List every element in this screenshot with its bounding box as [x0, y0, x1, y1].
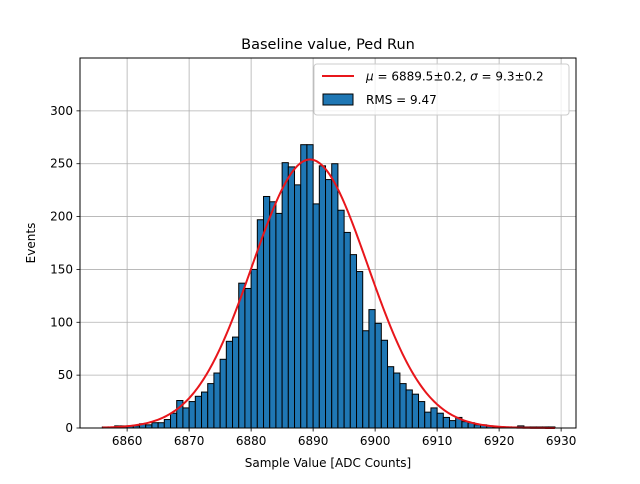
x-tick-label: 6910 — [422, 434, 453, 448]
histogram-bar — [219, 358, 227, 429]
histogram-bar — [349, 254, 358, 429]
y-tick-label: 50 — [58, 368, 73, 382]
histogram-bar — [380, 339, 389, 429]
x-tick-label: 6880 — [236, 434, 267, 448]
histogram-bar — [201, 391, 209, 429]
y-tick-label: 200 — [50, 210, 73, 224]
x-tick-label: 6890 — [298, 434, 329, 448]
histogram-bar — [182, 407, 190, 429]
legend-fit-label: μ = 6889.5±0.2, σ = 9.3±0.2 — [365, 70, 544, 84]
histogram-bar — [424, 411, 432, 429]
histogram-bar — [188, 401, 196, 429]
histogram-bar — [294, 184, 302, 429]
y-tick-label: 250 — [50, 157, 73, 171]
histogram-bar — [387, 366, 395, 429]
histogram-bar — [368, 309, 376, 429]
histogram-bar — [281, 162, 289, 429]
histogram-bar — [287, 166, 296, 429]
y-axis-label: Events — [24, 223, 38, 264]
histogram-bar — [331, 163, 339, 429]
histogram-bar — [436, 412, 444, 429]
y-tick-label: 300 — [50, 104, 73, 118]
x-axis-ticks: 6860 6870 6880 6890 6900 6910 6920 6930 — [112, 428, 577, 448]
histogram-bar — [213, 372, 221, 429]
histogram-bar — [374, 322, 382, 429]
histogram-bar — [337, 209, 345, 429]
y-tick-label: 100 — [50, 315, 73, 329]
histogram-bar — [325, 179, 333, 429]
histogram-bar — [356, 271, 364, 429]
legend-mu-symbol: μ — [365, 70, 374, 84]
histogram-bar — [405, 389, 413, 429]
legend-sigma-value: = 9.3±0.2 — [478, 70, 544, 84]
histogram-bar — [418, 401, 426, 429]
histogram-bar — [238, 282, 246, 429]
x-axis-label: Sample Value [ADC Counts] — [245, 456, 411, 470]
histogram-bar — [207, 383, 215, 429]
legend: μ = 6889.5±0.2, σ = 9.3±0.2 RMS = 9.47 — [313, 63, 570, 116]
histogram-bar — [151, 422, 159, 429]
x-tick-label: 6870 — [174, 434, 205, 448]
x-tick-label: 6860 — [112, 434, 143, 448]
legend-histogram-label: RMS = 9.47 — [366, 93, 437, 107]
histogram-bar — [232, 336, 240, 429]
x-tick-label: 6930 — [546, 434, 577, 448]
y-tick-label: 150 — [50, 262, 73, 276]
chart-title: Baseline value, Ped Run — [241, 37, 415, 53]
histogram-bars — [101, 144, 556, 429]
histogram-bar — [362, 330, 370, 429]
histogram-bar — [399, 383, 407, 429]
gaussian-fit-line — [102, 158, 555, 429]
y-tick-label: 0 — [65, 421, 73, 435]
histogram-bar — [318, 165, 327, 429]
histogram-bar — [250, 268, 258, 429]
legend-box — [313, 63, 570, 116]
legend-histogram-swatch — [322, 93, 354, 106]
y-axis-ticks: 0 50 100 150 200 250 300 — [50, 104, 80, 435]
histogram-bar — [430, 407, 438, 429]
histogram-bar — [275, 212, 283, 429]
x-tick-label: 6900 — [360, 434, 391, 448]
histogram-bar — [225, 340, 234, 429]
histogram-bar — [194, 395, 203, 429]
histogram-bar — [170, 412, 178, 429]
legend-mu-value: = 6889.5±0.2, — [374, 70, 470, 84]
plot-frame — [79, 57, 577, 429]
histogram-bar — [312, 203, 320, 429]
x-tick-label: 6920 — [484, 434, 515, 448]
histogram-bar — [269, 201, 277, 429]
histogram-bar — [157, 422, 165, 429]
histogram-bar — [411, 393, 420, 429]
histogram-bar — [306, 144, 314, 429]
histogram-bar — [442, 416, 451, 429]
histogram-bar — [393, 372, 401, 429]
histogram-bar — [244, 287, 252, 429]
histogram-bar — [300, 144, 308, 429]
histogram-bar — [461, 421, 469, 429]
histogram-bar — [449, 420, 457, 429]
histogram-bar — [343, 231, 351, 429]
histogram-bar — [163, 419, 172, 429]
legend-sigma-symbol: σ — [470, 70, 478, 84]
